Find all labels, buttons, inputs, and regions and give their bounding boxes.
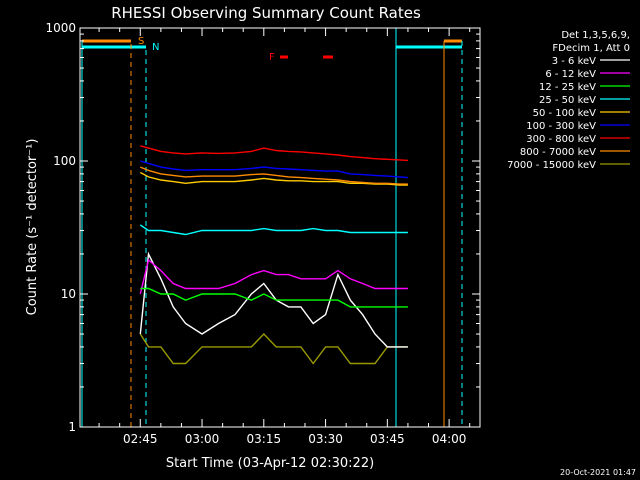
legend-entry-label: 100 - 300 keV [526,121,596,132]
legend-entry-label: 7000 - 15000 keV [507,160,596,171]
legend-entry-label: 800 - 7000 keV [520,147,596,158]
x-tick-label: 02:45 [123,432,158,446]
y-tick-label: 100 [53,154,76,168]
plot-frame [79,27,481,428]
y-axis: 1 10 100 1000 [45,21,480,434]
y-tick-label: 1000 [45,21,76,35]
series-line [140,160,408,179]
legend: Det 1,3,5,6,9, FDecim 1, Att 0 3 - 6 keV 6 … [507,30,630,171]
series-lines [139,145,408,365]
saa-boundaries [81,28,463,427]
x-tick-label: 03:00 [185,432,220,446]
footer-timestamp: 20-Oct-2021 01:47 [560,468,636,477]
x-axis-label: Start Time (03-Apr-12 02:30:22) [166,456,374,471]
series-line [140,166,408,185]
series-line [140,145,408,162]
series-line [139,258,408,295]
legend-entry-label: 3 - 6 keV [552,56,596,67]
series-line [139,171,408,186]
y-axis-label: Count Rate (s⁻¹ detector⁻¹) [25,139,40,316]
x-tick-label: 03:45 [370,432,405,446]
legend-entry-label: 50 - 100 keV [533,108,597,119]
series-line [139,224,408,236]
flag-label: N [152,42,159,53]
legend-entry-label: 12 - 25 keV [539,82,596,93]
legend-entry-label: 25 - 50 keV [539,95,596,106]
series-line [140,287,408,308]
y-tick-label: 1 [68,420,76,434]
chart-title: RHESSI Observing Summary Count Rates [111,4,421,22]
x-tick-label: 04:00 [432,432,467,446]
legend-entry-label: 6 - 12 keV [545,69,596,80]
legend-entry-label: 300 - 800 keV [526,134,596,145]
flag-bars: SN F [82,36,462,63]
x-tick-label: 03:15 [247,432,282,446]
flag-label: S [138,36,144,47]
x-tick-label: 03:30 [308,432,343,446]
flag-label: F [269,52,275,63]
legend-header-line: FDecim 1, Att 0 [552,43,630,54]
series-line [139,332,408,365]
y-tick-label: 10 [61,287,76,301]
series-line [139,251,408,348]
legend-header-line: Det 1,3,5,6,9, [561,30,630,41]
x-axis: 02:45 03:00 03:15 03:30 03:45 04:00 [98,28,471,446]
